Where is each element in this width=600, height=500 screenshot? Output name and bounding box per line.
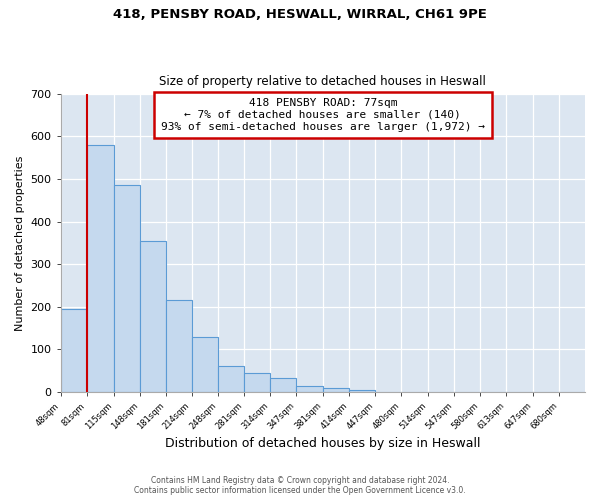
Text: 418 PENSBY ROAD: 77sqm
← 7% of detached houses are smaller (140)
93% of semi-det: 418 PENSBY ROAD: 77sqm ← 7% of detached …	[161, 98, 485, 132]
X-axis label: Distribution of detached houses by size in Heswall: Distribution of detached houses by size …	[165, 437, 481, 450]
Bar	[349, 390, 375, 392]
Y-axis label: Number of detached properties: Number of detached properties	[15, 156, 25, 330]
Title: Size of property relative to detached houses in Heswall: Size of property relative to detached ho…	[160, 76, 486, 88]
Bar	[244, 373, 271, 392]
Bar	[218, 366, 244, 392]
Bar	[87, 145, 113, 392]
Bar	[113, 186, 140, 392]
Bar	[166, 300, 191, 392]
Bar	[296, 386, 323, 392]
Text: 418, PENSBY ROAD, HESWALL, WIRRAL, CH61 9PE: 418, PENSBY ROAD, HESWALL, WIRRAL, CH61 …	[113, 8, 487, 20]
Bar	[271, 378, 296, 392]
Text: Contains HM Land Registry data © Crown copyright and database right 2024.
Contai: Contains HM Land Registry data © Crown c…	[134, 476, 466, 495]
Bar	[140, 241, 166, 392]
Bar	[191, 336, 218, 392]
Bar	[323, 388, 349, 392]
Bar	[61, 309, 87, 392]
